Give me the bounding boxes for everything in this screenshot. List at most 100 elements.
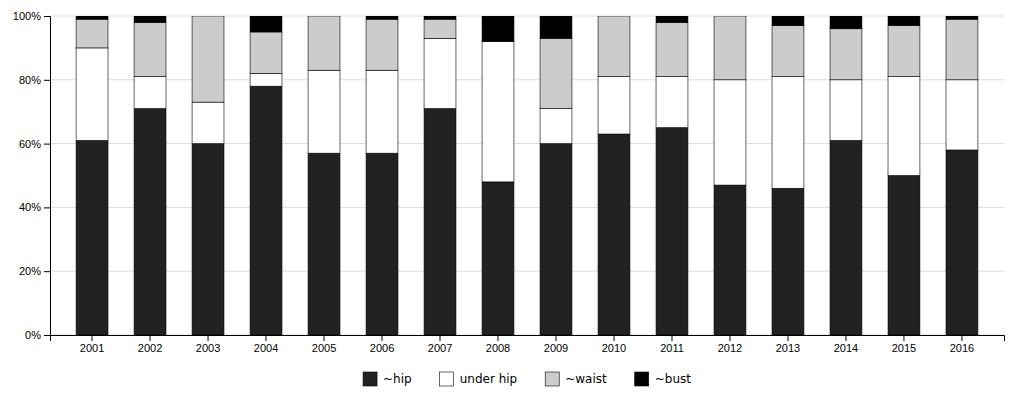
chart: 2001200220032004200520062007200820092010… (0, 0, 1024, 399)
bar (366, 70, 398, 153)
bar (598, 134, 630, 335)
bar (192, 16, 224, 102)
legend-swatch (440, 372, 454, 386)
bar (772, 188, 804, 335)
tick: 2004 (254, 335, 278, 354)
tick: 2010 (602, 335, 626, 354)
bar (830, 16, 862, 29)
tick-mark (44, 80, 50, 81)
tick-mark (555, 335, 556, 341)
bar (76, 48, 108, 141)
bar (772, 16, 804, 26)
bar (714, 16, 746, 80)
legend-item: ~bust (635, 372, 692, 386)
bar (308, 16, 340, 17)
plot: 2001200220032004200520062007200820092010… (13, 10, 1005, 354)
bar (308, 70, 340, 153)
bar (366, 16, 398, 19)
bar (540, 16, 572, 38)
bar (540, 109, 572, 144)
tick-label: 2007 (428, 342, 452, 354)
tick-label: 2016 (950, 342, 974, 354)
tick: 2009 (544, 335, 568, 354)
tick-mark (787, 335, 788, 341)
legend-label: ~bust (655, 372, 692, 386)
bar (946, 19, 978, 80)
bar (540, 144, 572, 335)
tick: 2005 (312, 335, 336, 354)
bar (134, 16, 166, 22)
tick-label: 2002 (138, 342, 162, 354)
tick: 60% (19, 138, 50, 150)
bar (482, 16, 514, 42)
bar (888, 26, 920, 77)
legend-item: ~waist (545, 372, 607, 386)
bar (540, 38, 572, 108)
tick-label: 80% (19, 74, 41, 86)
tick-label: 2012 (718, 342, 742, 354)
tick: 2016 (950, 335, 974, 354)
tick: 2013 (776, 335, 800, 354)
bar (76, 19, 108, 48)
tick-label: 2001 (80, 342, 104, 354)
legend-swatch (635, 372, 649, 386)
bar (946, 150, 978, 335)
tick: 2002 (138, 335, 162, 354)
x-axis: 2001200220032004200520062007200820092010… (51, 335, 1005, 354)
tick-label: 2011 (660, 342, 684, 354)
bar (946, 16, 978, 19)
bar (830, 140, 862, 335)
tick-mark (92, 335, 93, 341)
tick-mark (44, 335, 50, 336)
bar (830, 29, 862, 80)
bar (656, 22, 688, 76)
tick: 2012 (718, 335, 742, 354)
tick-mark (845, 335, 846, 341)
bar (946, 80, 978, 150)
tick: 100% (13, 10, 50, 22)
bar (772, 77, 804, 189)
legend-label: ~hip (383, 372, 412, 386)
tick-label: 2010 (602, 342, 626, 354)
bar (250, 86, 282, 335)
tick-mark (671, 335, 672, 341)
tick-mark (729, 335, 730, 341)
tick: 2008 (486, 335, 510, 354)
tick-label: 20% (19, 265, 41, 277)
tick-label: 0% (25, 329, 41, 341)
bar (308, 153, 340, 335)
tick-mark (903, 335, 904, 341)
tick-label: 2005 (312, 342, 336, 354)
legend-item: ~hip (363, 372, 412, 386)
bar (598, 16, 630, 77)
bar (250, 16, 282, 32)
bar (192, 16, 224, 17)
axis-line (44, 17, 51, 336)
legend-swatch (545, 372, 559, 386)
tick-label: 2004 (254, 342, 278, 354)
bar (888, 16, 920, 26)
tick: 2011 (660, 335, 684, 354)
tick-mark (44, 271, 50, 272)
tick-mark (44, 144, 50, 145)
tick-label: 2006 (370, 342, 394, 354)
bar (366, 19, 398, 70)
tick-label: 2009 (544, 342, 568, 354)
bar (192, 144, 224, 335)
tick-mark (324, 335, 325, 341)
tick: 80% (19, 74, 50, 86)
bar (366, 153, 398, 335)
bar (134, 109, 166, 335)
tick-label: 40% (19, 201, 41, 213)
tick-mark (44, 16, 50, 17)
bar (76, 140, 108, 335)
bar (424, 38, 456, 108)
axis-line (51, 336, 1005, 342)
grid (50, 16, 1004, 335)
tick: 2001 (80, 335, 104, 354)
bar (482, 182, 514, 335)
series (76, 16, 978, 42)
bar (830, 80, 862, 141)
legend-label: ~waist (565, 372, 607, 386)
bar (772, 26, 804, 77)
